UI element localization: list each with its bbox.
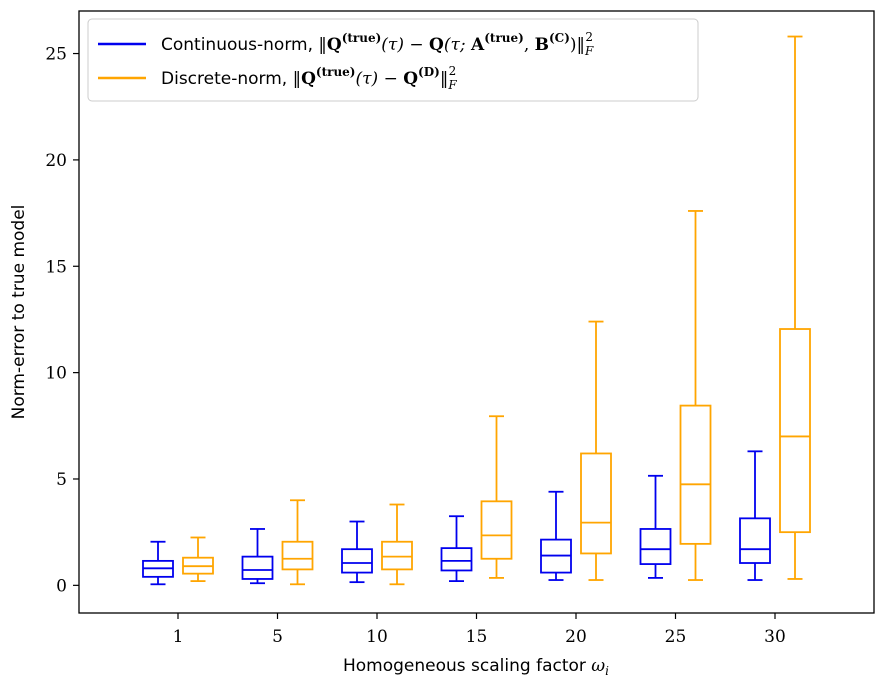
box-5 — [281, 499, 314, 586]
box-30 — [739, 450, 771, 581]
x-tick-label: 25 — [665, 627, 687, 647]
legend-entry-continuous: Continuous-norm, ‖Q(true)​(τ) − Q(τ; A(t… — [98, 30, 594, 58]
box-25 — [679, 210, 712, 581]
box-iqr — [440, 547, 473, 572]
legend-entry-discrete: Discrete-norm, ‖Q(true)​(τ) − Q(D)​‖F2​ — [98, 64, 457, 92]
box-iqr — [679, 404, 712, 545]
box-iqr — [580, 452, 612, 555]
legend-box — [87, 18, 699, 102]
x-tick-label: 20 — [565, 627, 587, 647]
x-tick-label: 15 — [466, 627, 488, 647]
box-iqr — [480, 500, 513, 560]
y-tick-label: 0 — [56, 576, 67, 596]
box-iqr — [639, 528, 672, 565]
y-axis-label: Norm-error to true model — [9, 205, 29, 420]
box-1 — [182, 536, 214, 582]
x-tick-label: 5 — [272, 627, 283, 647]
box-30 — [779, 35, 811, 580]
box-15 — [480, 415, 513, 579]
y-tick-label: 10 — [45, 364, 67, 384]
y-tick-label: 15 — [45, 257, 67, 277]
box-10 — [381, 503, 413, 586]
box-20 — [540, 490, 572, 581]
legend: Continuous-norm, ‖Q(true)​(τ) − Q(τ; A(t… — [87, 18, 699, 102]
series-discrete — [182, 35, 811, 586]
box-iqr — [381, 540, 413, 571]
box-15 — [440, 515, 473, 582]
box-iqr — [341, 548, 373, 574]
legend-label: Continuous-norm, ‖Q(true)​(τ) − Q(τ; A(t… — [161, 30, 594, 58]
box-1 — [142, 540, 174, 586]
box-20 — [580, 320, 612, 581]
box-iqr — [779, 328, 811, 534]
x-tick-label: 30 — [764, 627, 786, 647]
box-5 — [241, 528, 274, 585]
y-tick-label: 5 — [56, 470, 67, 490]
x-tick-label: 10 — [366, 627, 388, 647]
y-tick-label: 25 — [45, 45, 67, 65]
x-axis-label: Homogeneous scaling factor ωi — [343, 656, 609, 676]
box-10 — [341, 520, 373, 584]
series-continuous — [142, 450, 771, 586]
plot-area — [142, 35, 811, 586]
legend-label: Discrete-norm, ‖Q(true)​(τ) − Q(D)​‖F2​ — [161, 64, 457, 92]
y-tick-label: 20 — [45, 151, 67, 171]
box-25 — [639, 474, 672, 579]
box-iqr — [281, 540, 314, 571]
box-iqr — [739, 517, 771, 564]
box-iqr — [241, 555, 274, 580]
x-tick-label: 1 — [173, 627, 184, 647]
